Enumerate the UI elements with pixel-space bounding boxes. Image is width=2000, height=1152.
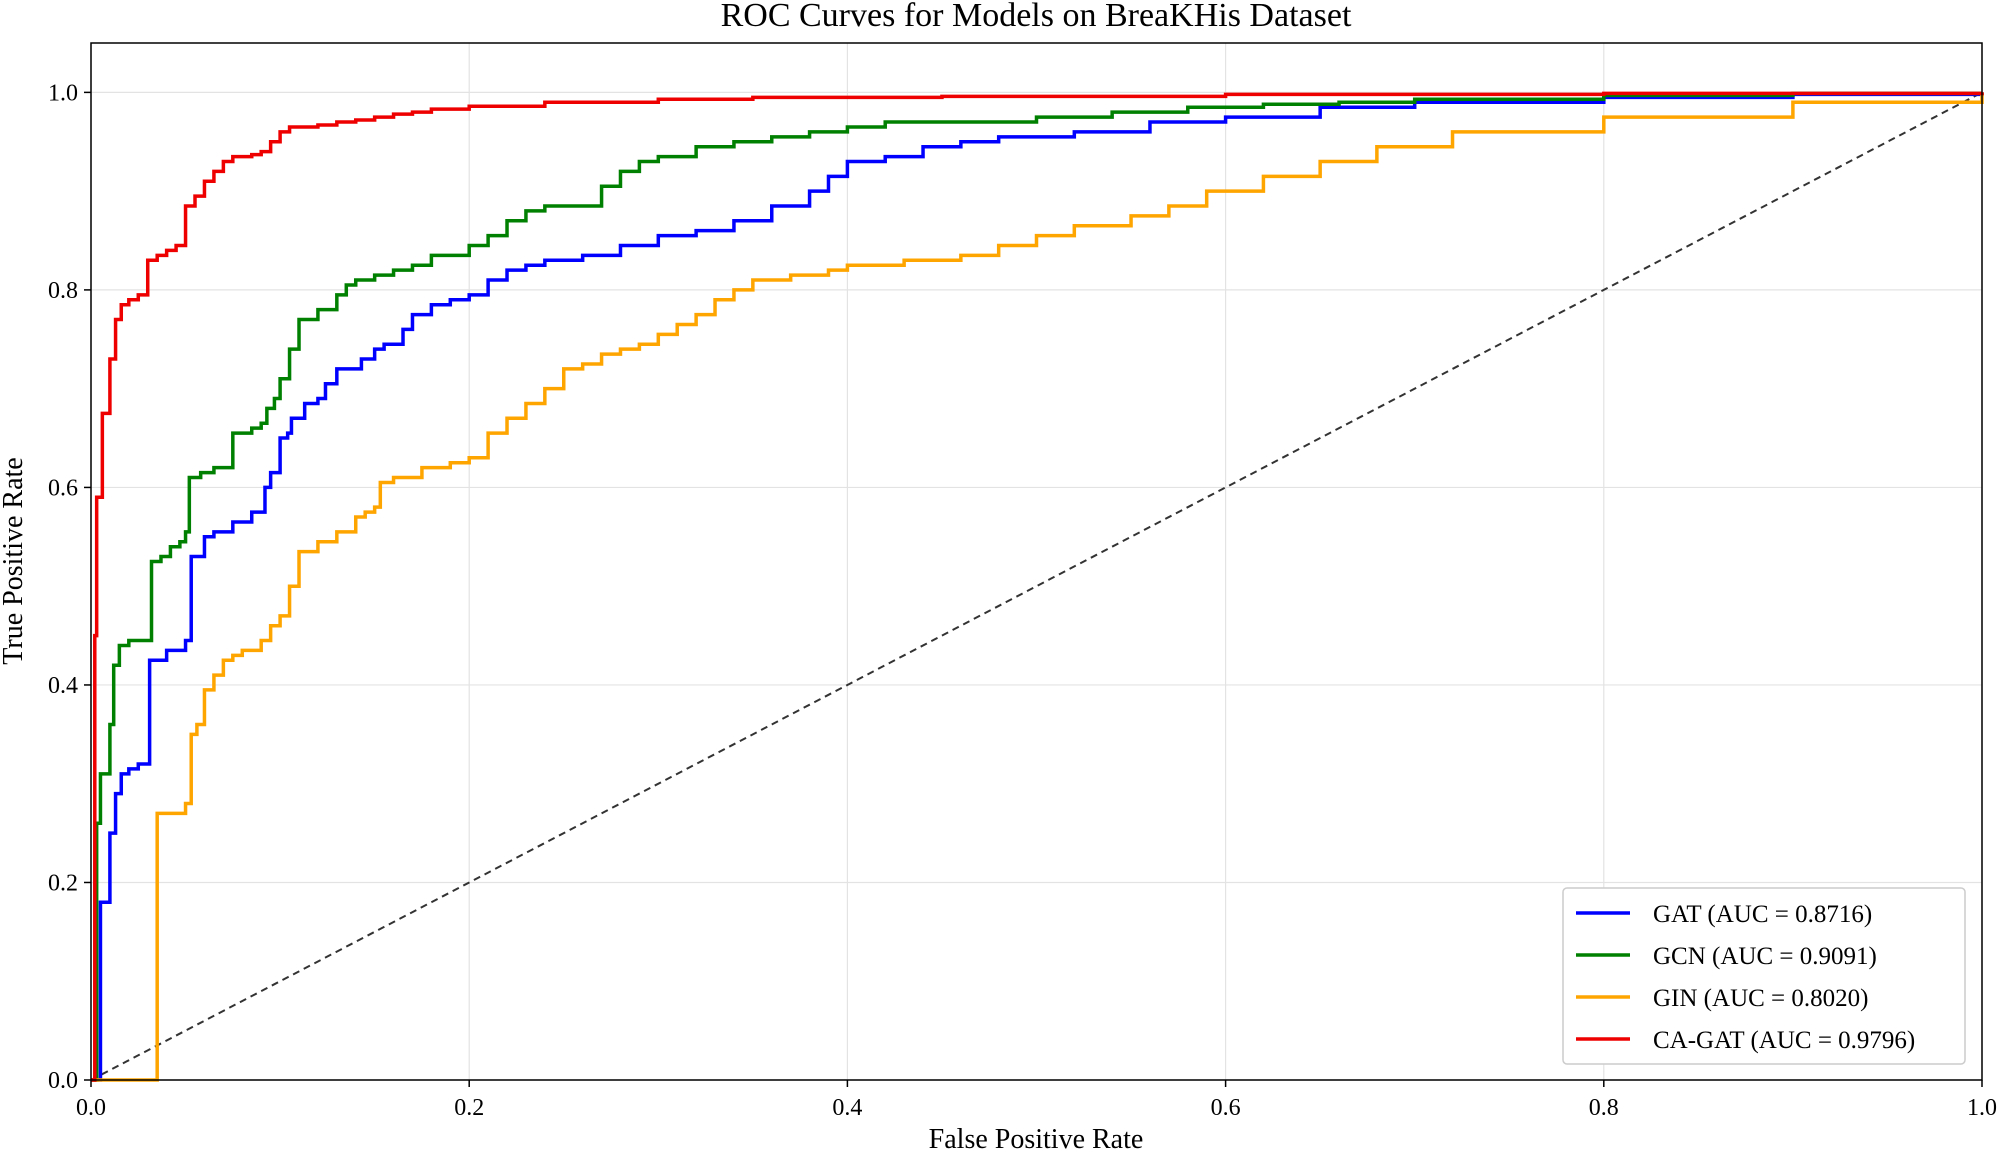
legend-box (1562, 887, 1966, 1065)
roc-curve-gat (91, 92, 1984, 1082)
legend-label-gcn: GCN (AUC = 0.9091) (1653, 943, 1877, 970)
legend-label-gat: GAT (AUC = 0.8716) (1653, 901, 1872, 928)
x-tick-label: 0.4 (832, 1095, 862, 1121)
x-tick-label: 0.2 (454, 1095, 484, 1121)
x-ticks: 0.0 0.2 0.4 0.6 0.8 1.0 (76, 1080, 1997, 1121)
y-tick-label: 0.6 (48, 475, 78, 501)
y-tick-label: 0.8 (48, 278, 78, 304)
roc-curve-ca-gat (91, 91, 1984, 1082)
y-tick-label: 0.2 (48, 870, 78, 896)
x-axis-label: False Positive Rate (929, 1124, 1144, 1152)
legend-label-ca-gat: CA-GAT (AUC = 0.9796) (1653, 1027, 1915, 1054)
chance-reference-line (90, 91, 1983, 1081)
roc-curve-gcn (91, 91, 1984, 1082)
reference-line-layer (90, 91, 1983, 1081)
y-ticks: 0.0 0.2 0.4 0.6 0.8 1.0 (48, 80, 91, 1094)
x-tick-label: 0.8 (1589, 1095, 1619, 1121)
y-tick-label: 0.4 (48, 673, 78, 699)
x-tick-label: 0.6 (1211, 1095, 1241, 1121)
y-tick-label: 1.0 (48, 80, 78, 106)
x-tick-label: 1.0 (1967, 1095, 1997, 1121)
legend: GAT (AUC = 0.8716) GCN (AUC = 0.9091) GI… (1562, 887, 1966, 1065)
x-tick-label: 0.0 (76, 1095, 106, 1121)
legend-label-gin: GIN (AUC = 0.8020) (1653, 985, 1868, 1012)
chart-title: ROC Curves for Models on BreaKHis Datase… (721, 0, 1352, 34)
series-layer (91, 91, 1984, 1082)
y-axis-label: True Positive Rate (0, 457, 29, 664)
plot-frame (90, 42, 1983, 1081)
roc-curve-gin (91, 92, 1984, 1082)
y-tick-label: 0.0 (48, 1068, 78, 1094)
